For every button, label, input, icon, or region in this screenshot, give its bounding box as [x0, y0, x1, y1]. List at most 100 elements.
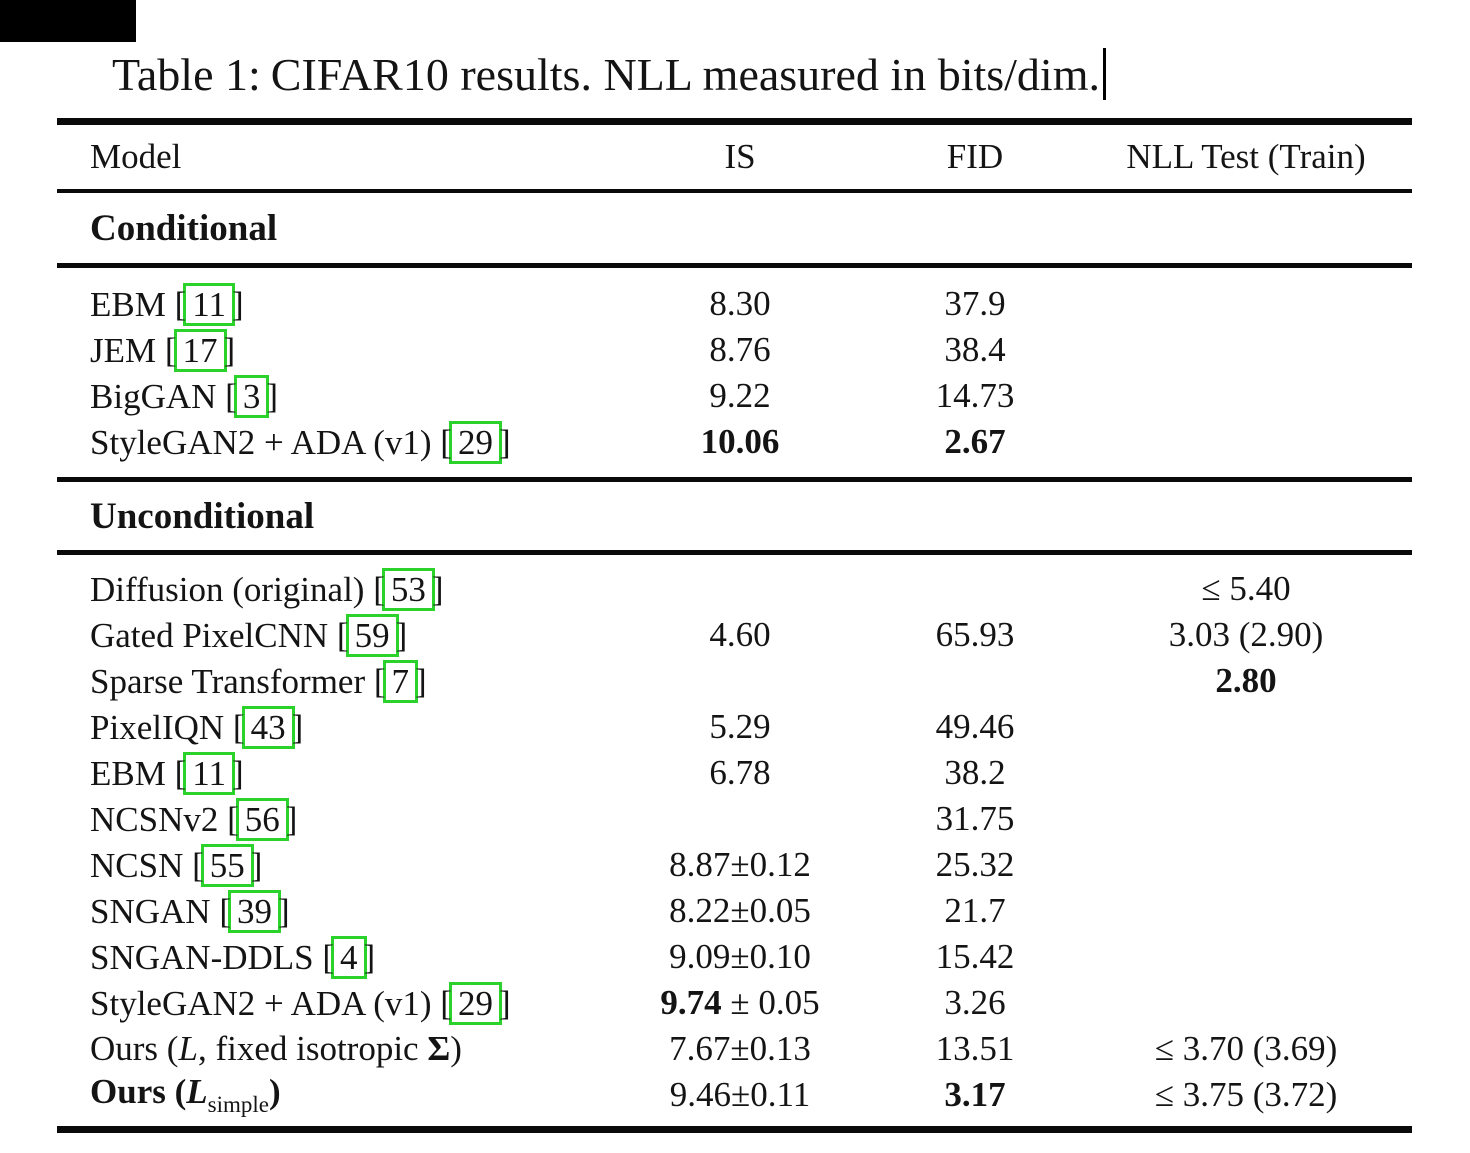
text-segment: 37.9	[944, 284, 1006, 323]
text-segment: , fixed isotropic	[197, 1029, 428, 1068]
text-segment: JEM	[90, 330, 157, 370]
citation-link[interactable]: 17	[173, 328, 227, 372]
citation-link[interactable]: 59	[345, 613, 399, 657]
text-segment: 8.76	[709, 330, 771, 369]
text-segment: 8.87±0.12	[669, 845, 811, 884]
text-segment: L	[186, 1072, 208, 1111]
citation-link[interactable]: 11	[183, 751, 235, 795]
model-cell: SNGAN-DDLS [4]	[57, 935, 610, 979]
citation-bracket: [	[232, 707, 245, 747]
model-cell: Diffusion (original) [53]	[57, 567, 610, 611]
citation-link[interactable]: 43	[241, 705, 295, 749]
text-segment: NCSN	[90, 845, 184, 885]
citation-link[interactable]: 29	[448, 981, 502, 1025]
text-segment: 25.32	[935, 845, 1015, 884]
top-rule	[57, 118, 1412, 125]
model-cell: JEM [17]	[57, 328, 610, 372]
is-cell: 8.87±0.12	[610, 845, 870, 885]
text-segment: Ours (	[90, 1072, 187, 1111]
caption-label: Table 1:	[112, 49, 261, 100]
text-segment: 3.26	[944, 983, 1006, 1022]
table-section: Unconditional Diffusion (original) [53] ≤ …	[57, 482, 1412, 1126]
citation-link[interactable]: 39	[227, 889, 281, 933]
text-segment: Σ	[427, 1029, 451, 1068]
text-segment: ± 0.05	[721, 983, 820, 1022]
text-segment: EBM	[90, 284, 166, 324]
text-segment: 14.73	[935, 376, 1015, 415]
table-row: NCSNv2 [56] 31.75	[57, 796, 1412, 842]
text-segment: 5.29	[709, 707, 771, 746]
is-cell: 4.60	[610, 615, 870, 655]
citation-bracket: [	[440, 983, 452, 1023]
citation-bracket: ]	[431, 569, 444, 609]
nll-cell: 2.80	[1080, 661, 1412, 701]
citation-bracket: ]	[277, 891, 290, 931]
fid-cell: 65.93	[870, 615, 1080, 655]
citation-bracket: ]	[250, 845, 263, 885]
citation-link[interactable]: 7	[382, 659, 419, 703]
citation-link[interactable]: 53	[381, 567, 435, 611]
text-segment: 31.75	[935, 799, 1015, 838]
citation-bracket: ]	[285, 799, 298, 839]
caption-text: CIFAR10 results. NLL measured in bits/di…	[270, 49, 1100, 100]
fid-cell: 3.17	[870, 1075, 1080, 1115]
text-segment: 2.80	[1215, 661, 1277, 700]
nll-cell: ≤ 5.40	[1080, 569, 1412, 609]
table-body: Conditional EBM [11] 8.30 37.9 JEM [17] 8.76 3…	[57, 193, 1412, 1126]
is-cell: 8.22±0.05	[610, 891, 870, 931]
model-cell: Gated PixelCNN [59]	[57, 613, 610, 657]
fid-cell: 14.73	[870, 376, 1080, 416]
text-segment: ≤ 3.75 (3.72)	[1154, 1075, 1338, 1114]
citation-bracket: ]	[231, 284, 244, 324]
model-cell: EBM [11]	[57, 282, 610, 326]
table-caption: Table 1: CIFAR10 results. NLL measured in…	[112, 44, 1106, 106]
fid-cell: 25.32	[870, 845, 1080, 885]
citation-link[interactable]: 3	[233, 374, 270, 418]
text-segment: 49.46	[935, 707, 1015, 746]
section-rows: Diffusion (original) [53] ≤ 5.40 Gated Pix…	[57, 555, 1412, 1126]
citation-link[interactable]: 56	[235, 797, 289, 841]
model-cell: StyleGAN2 + ADA (v1) [29]	[57, 420, 610, 464]
bottom-rule	[57, 1126, 1412, 1133]
header-rule	[57, 189, 1412, 193]
column-header-model: Model	[90, 137, 182, 176]
citation-bracket: [	[192, 845, 204, 885]
citation-bracket: [	[225, 376, 237, 416]
text-segment: 4.60	[709, 615, 771, 654]
citation-link[interactable]: 29	[448, 420, 502, 464]
section-header: Unconditional	[90, 495, 315, 537]
text-segment: simple	[207, 1092, 269, 1117]
model-cell: NCSNv2 [56]	[57, 797, 610, 841]
text-segment: L	[178, 1029, 198, 1068]
citation-bracket: [	[373, 569, 385, 609]
citation-bracket: ]	[395, 615, 408, 655]
table-row: NCSN [55] 8.87±0.12 25.32	[57, 842, 1412, 888]
text-segment: 10.06	[700, 422, 780, 461]
fid-cell: 3.26	[870, 983, 1080, 1023]
citation-bracket: ]	[498, 983, 511, 1023]
model-cell: PixelIQN [43]	[57, 705, 610, 749]
text-segment: Sparse Transformer	[90, 661, 366, 701]
text-segment: 8.22±0.05	[669, 891, 811, 930]
text-segment: NCSNv2	[90, 799, 219, 839]
column-header-nll: NLL Test (Train)	[1126, 137, 1366, 176]
citation-link[interactable]: 4	[331, 935, 367, 979]
citation-bracket: [	[373, 661, 386, 701]
text-segment: 8.30	[709, 284, 771, 323]
citation-bracket: [	[174, 284, 187, 324]
citation-bracket: ]	[223, 330, 236, 370]
citation-link[interactable]: 11	[183, 282, 235, 326]
is-cell: 9.22	[610, 376, 870, 416]
text-segment: 9.22	[709, 376, 771, 415]
is-cell: 9.74 ± 0.05	[610, 983, 870, 1023]
text-segment: )	[450, 1029, 462, 1068]
table-row: Ours (Lsimple) 9.46±0.11 3.17 ≤ 3.75 (3.72)	[57, 1072, 1412, 1118]
citation-bracket: [	[164, 330, 177, 370]
model-cell: Ours (Lsimple)	[57, 1072, 610, 1118]
model-cell: EBM [11]	[57, 751, 610, 795]
table-row: StyleGAN2 + ADA (v1) [29] 10.06 2.67	[57, 419, 1412, 465]
citation-link[interactable]: 55	[200, 843, 254, 887]
is-cell: 5.29	[610, 707, 870, 747]
text-segment: ≤ 5.40	[1201, 569, 1291, 608]
text-segment: 9.46±0.11	[669, 1075, 811, 1114]
